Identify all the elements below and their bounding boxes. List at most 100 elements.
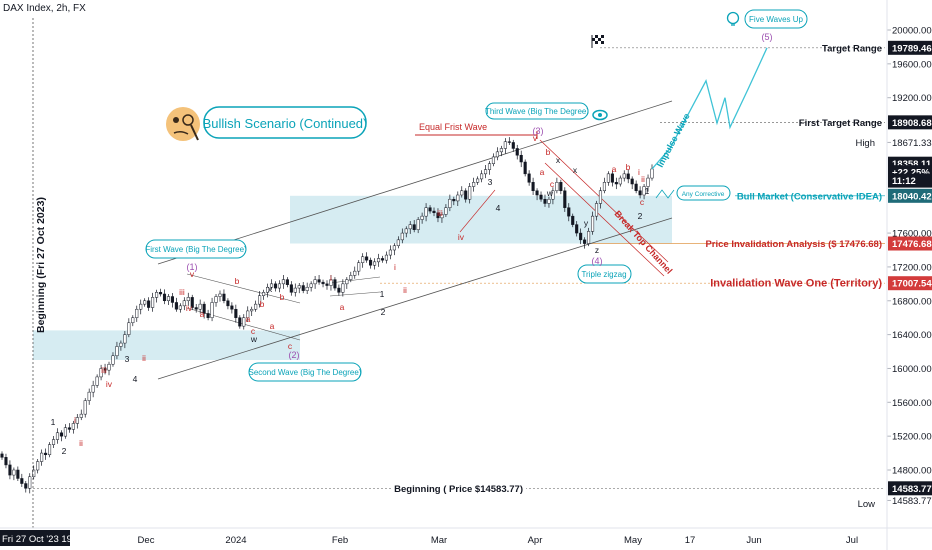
candle-body-105 (416, 219, 420, 230)
candle-body-11 (44, 452, 48, 456)
wave-label-2: i (74, 415, 76, 425)
equal-first-wave-text: Equal Frist Wave (419, 122, 487, 132)
candle-body-107 (424, 207, 428, 217)
candle-body-122 (483, 169, 488, 175)
price-tag-9: 18040.42 (892, 191, 932, 202)
candle-body-162 (642, 186, 646, 196)
candle-body-100 (396, 239, 400, 247)
price-label-15: 16400.00 (892, 330, 932, 341)
wave-label-14: x (268, 284, 273, 294)
wave-label-8: ii (142, 353, 146, 363)
candle-body-139 (551, 190, 555, 200)
candle-body-148 (587, 231, 591, 244)
candle-body-74 (293, 287, 297, 293)
wedge2-top-line (329, 276, 381, 284)
wave-label-32: v (533, 133, 538, 143)
price-tag-bg-13 (888, 276, 932, 291)
wave-label-9: iii (179, 287, 185, 297)
wave-label-41: b (626, 162, 631, 172)
price-label-14: 16800.00 (892, 296, 932, 307)
bullish-scenario-text: Bullish Scenario (Continued) (203, 116, 368, 131)
level-label-bg-5 (391, 482, 526, 496)
candle-body-8 (32, 469, 36, 478)
candle-body-27 (107, 363, 111, 371)
candle-body-164 (650, 168, 654, 179)
price-label-17: 15600.00 (892, 398, 932, 409)
wave-label-47: i (638, 167, 640, 177)
candle-body-64 (254, 303, 258, 310)
wave-label-30: 3 (488, 177, 493, 187)
candle-body-87 (345, 279, 349, 285)
candle-body-118 (468, 186, 472, 200)
wave-label-39: y (584, 218, 589, 228)
any-corrective-pill (676, 185, 731, 201)
wave-label-7: 4 (133, 374, 138, 384)
candle-body-151 (598, 190, 603, 204)
candle-body-32 (127, 322, 131, 335)
candle-body-60 (238, 317, 242, 327)
price-tag-bg-4 (888, 115, 932, 130)
candle-body-145 (575, 224, 579, 234)
level-label-3: Price Invalidation Analysis ($ 17476.68) (705, 239, 882, 250)
candle-body-62 (246, 310, 250, 318)
wave-label-33: a (540, 167, 545, 177)
candle-body-36 (143, 300, 147, 305)
candle-body-124 (491, 156, 496, 164)
wave-label-42: a (612, 164, 617, 174)
candle-body-157 (622, 173, 626, 179)
candle-body-24 (95, 376, 99, 386)
candle-body-126 (499, 148, 503, 153)
candle-body-88 (349, 275, 353, 280)
candle-body-102 (404, 228, 408, 234)
candle-body-110 (436, 212, 440, 219)
candle-body-31 (123, 334, 127, 344)
candle-body-19 (75, 417, 79, 424)
triple-zigzag-text: Triple zigzag (581, 270, 626, 279)
wedge2-bottom-line (329, 291, 381, 297)
level-label-5: Beginning ( Price $14583.77) (394, 484, 523, 495)
candle-body-123 (487, 163, 492, 170)
corrective-zigzag (655, 189, 675, 199)
candle-body-58 (230, 305, 234, 310)
candle-body-54 (214, 296, 218, 303)
candle-body-20 (79, 413, 83, 418)
candle-body-91 (361, 256, 365, 263)
wave3-label: (3) (533, 126, 544, 136)
horizontal-levels: Target Range First Target Range Bull Marke… (33, 43, 885, 496)
candle-body-111 (440, 214, 444, 219)
price-label-19: 14800.00 (892, 466, 932, 477)
candle-body-81 (321, 281, 325, 285)
candle-body-22 (87, 391, 91, 401)
wave4-label: (4) (592, 256, 603, 266)
price-tag-bg-9 (888, 188, 932, 203)
candle-body-142 (563, 190, 567, 208)
wave-label-19: b (280, 292, 285, 302)
price-axis-grid: 20000.00 19789.46 19600.00 19200.00 18908.68… (887, 26, 932, 507)
wave-label-35: x (556, 155, 561, 165)
candle-body-57 (226, 300, 230, 307)
wave-label-40: z (595, 245, 599, 255)
candle-body-146 (579, 232, 583, 241)
candle-body-9 (36, 461, 40, 471)
candle-body-153 (606, 173, 610, 183)
wave-label-6: 3 (125, 354, 130, 364)
wave3-channel-line (459, 189, 496, 233)
candle-body-0 (0, 453, 4, 458)
wave2-label: (2) (289, 350, 300, 360)
candle-body-115 (456, 194, 460, 202)
candle-body-99 (392, 245, 396, 251)
candle-body-68 (269, 283, 274, 288)
demand-zones (33, 195, 672, 360)
candle-body-2 (8, 464, 12, 476)
candle-body-73 (289, 284, 293, 293)
price-label-16: 16000.00 (892, 364, 932, 375)
candle-body-156 (618, 177, 622, 185)
candle-body-67 (265, 286, 270, 293)
first-wave-text: First Wave (Big The Degree) (145, 245, 247, 254)
candle-body-21 (83, 400, 87, 415)
time-tick-6: 17 (685, 535, 696, 546)
candle-body-117 (464, 190, 468, 200)
candle-body-140 (555, 182, 559, 192)
candle-body-159 (630, 178, 634, 185)
